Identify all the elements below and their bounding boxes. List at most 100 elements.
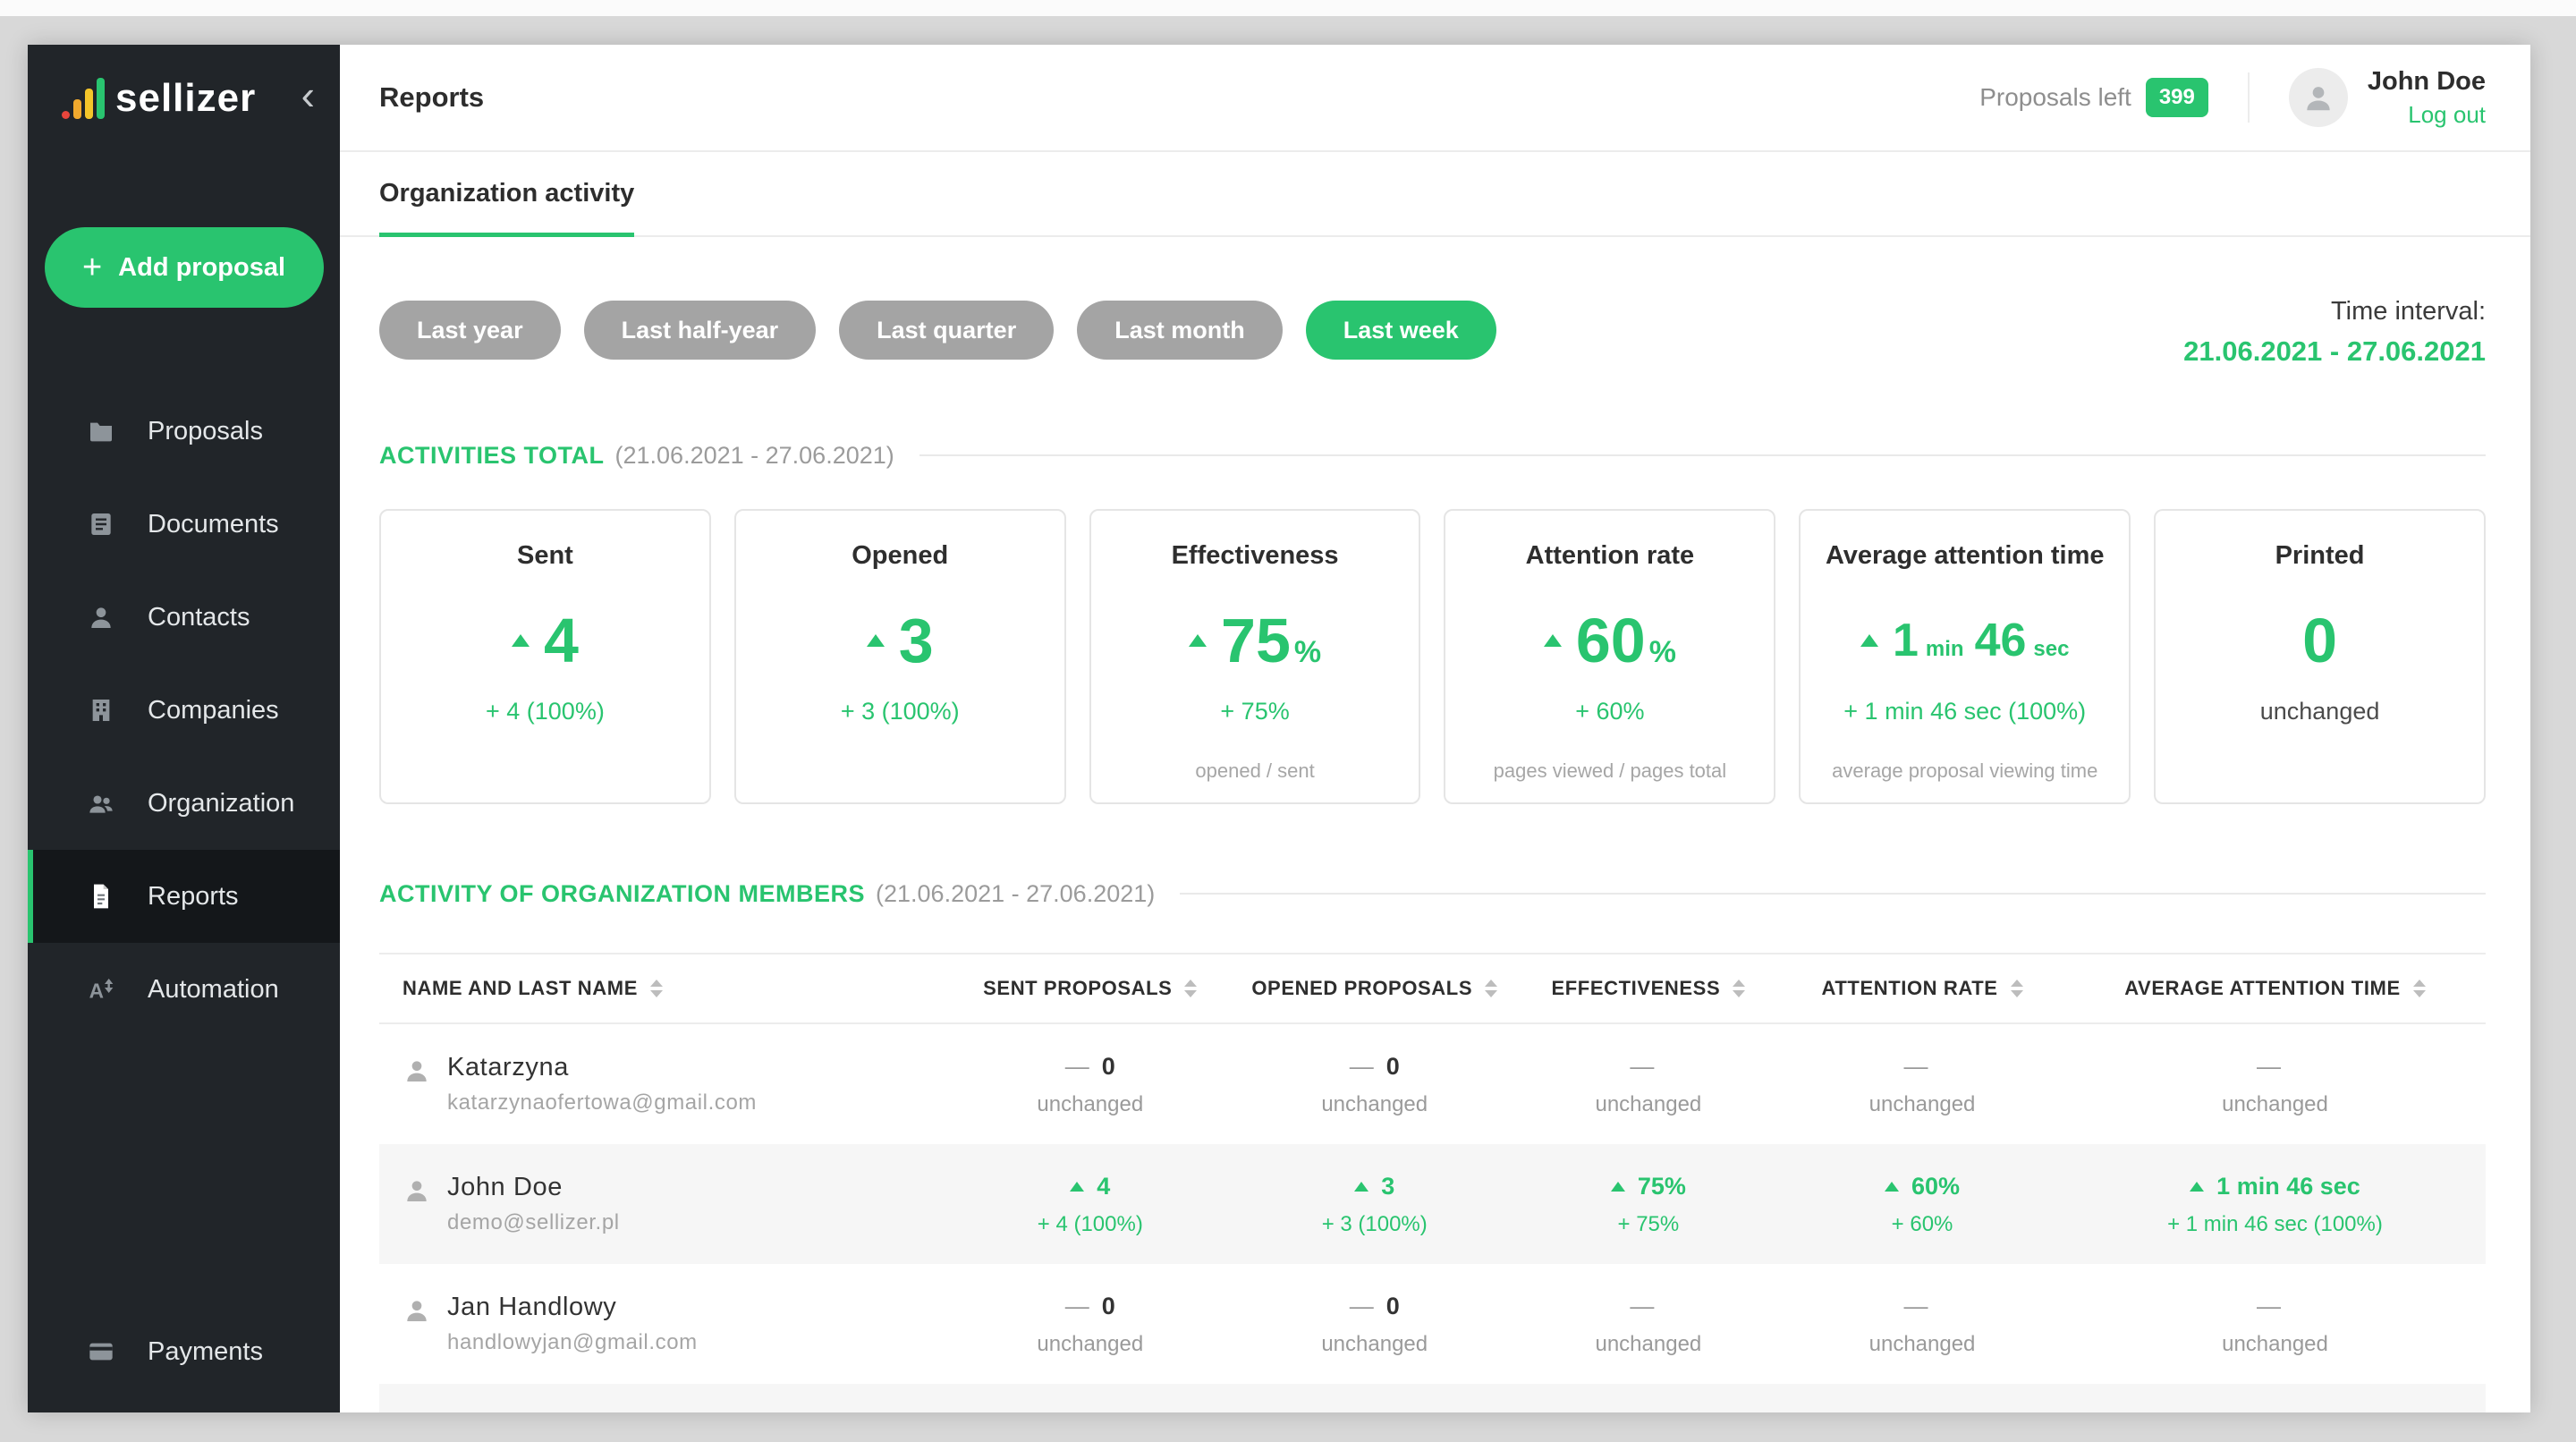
- card-number: 4: [543, 606, 579, 675]
- topbar-right: Proposals left 399 John Doe Log out: [1979, 67, 2486, 129]
- column-label: AVERAGE ATTENTION TIME: [2124, 977, 2401, 999]
- table-row: Katarzyna katarzynaofertowa@gmail.com 0 …: [379, 1024, 2486, 1144]
- table-row: John Doe demo@sellizer.pl 4 + 4 (100%) 3…: [379, 1144, 2486, 1264]
- sent-cell: 4 + 4 (100%): [1037, 1173, 1143, 1236]
- member-email: handlowyjan@gmail.com: [447, 1330, 698, 1354]
- card-title: Attention rate: [1525, 541, 1695, 570]
- sent-cell: 0 unchanged: [948, 1052, 1233, 1117]
- no-change-icon: [2257, 1294, 2281, 1319]
- card-unit: %: [1648, 635, 1676, 669]
- filter-row: Last year Last half-year Last quarter La…: [379, 297, 2486, 368]
- card-title: Opened: [852, 541, 949, 570]
- card-value: 3: [736, 598, 1064, 683]
- stat-card-effectiveness: Effectiveness 75 % + 75% opened / sent: [1089, 509, 1421, 804]
- stat-card-average-attention-time: Average attention time 1 min 46 sec + 1 …: [1799, 509, 2131, 804]
- card-unit: sec: [2033, 637, 2070, 661]
- sidebar-item-contacts[interactable]: Contacts: [28, 571, 340, 664]
- attention-rate-cell: unchanged: [1780, 1292, 2064, 1357]
- tabs-bar: Organization activity: [340, 152, 2530, 237]
- card-value: 4: [381, 598, 709, 683]
- sellizer-logo[interactable]: sellizer: [62, 76, 256, 121]
- effectiveness-cell: unchanged: [1517, 1052, 1780, 1117]
- sidebar-item-organization[interactable]: Organization: [28, 757, 340, 850]
- filter-pill-last-quarter[interactable]: Last quarter: [839, 301, 1055, 360]
- column-header-sent[interactable]: SENT PROPOSALS: [948, 977, 1233, 1000]
- card-caption: opened / sent: [1195, 759, 1315, 782]
- add-proposal-button[interactable]: + Add proposal: [44, 227, 324, 308]
- sidebar-item-reports[interactable]: Reports: [28, 850, 340, 943]
- member-name-cell: John Doe demo@sellizer.pl: [379, 1173, 948, 1235]
- sort-icon: [649, 980, 663, 997]
- time-interval-label: Time interval:: [2331, 297, 2486, 326]
- person-icon: [407, 1061, 427, 1082]
- stat-card-attention-rate: Attention rate 60 % + 60% pages viewed /…: [1444, 509, 1776, 804]
- sidebar-item-label: Organization: [148, 788, 295, 818]
- sidebar-item-documents[interactable]: Documents: [28, 478, 340, 571]
- column-header-effectiveness[interactable]: EFFECTIVENESS: [1517, 977, 1780, 1000]
- trend-up-icon: [1860, 634, 1878, 647]
- average-attention-time-cell: 1 min 46 sec + 1 min 46 sec (100%): [2167, 1173, 2383, 1236]
- logo-text: sellizer: [115, 76, 257, 120]
- tab-organization-activity[interactable]: Organization activity: [379, 152, 635, 237]
- stat-card-opened: Opened 3 + 3 (100%): [733, 509, 1066, 804]
- card-change: + 1 min 46 sec (100%): [1843, 698, 2087, 725]
- card-caption: pages viewed / pages total: [1493, 759, 1727, 782]
- column-header-average-attention-time[interactable]: AVERAGE ATTENTION TIME: [2064, 977, 2486, 1000]
- stat-card-printed: Printed 0 unchanged: [2154, 509, 2486, 804]
- filter-pill-last-week[interactable]: Last week: [1305, 301, 1496, 360]
- card-number: 1: [1892, 615, 1919, 666]
- logout-link[interactable]: Log out: [2408, 100, 2486, 128]
- automation-icon: A: [87, 975, 115, 1004]
- activities-total-heading: ACTIVITIES TOTAL (21.06.2021 - 27.06.202…: [379, 437, 2486, 473]
- member-name: John Doe: [447, 1173, 563, 1201]
- time-interval-value: 21.06.2021 - 27.06.2021: [2183, 335, 2486, 367]
- person-icon: [407, 1181, 427, 1201]
- average-attention-time-cell: unchanged: [2064, 1292, 2486, 1357]
- card-number: 60: [1575, 606, 1646, 675]
- sort-icon: [2412, 980, 2426, 997]
- sidebar-item-companies[interactable]: Companies: [28, 664, 340, 757]
- section-divider: [919, 454, 2486, 456]
- time-interval-block: Time interval: 21.06.2021 - 27.06.2021: [2183, 297, 2486, 368]
- average-attention-time-cell: unchanged: [2064, 1052, 2486, 1117]
- opened-cell: 3 + 3 (100%): [1321, 1173, 1428, 1236]
- trend-up-icon: [1354, 1182, 1369, 1192]
- stat-cards: Sent 4 + 4 (100%) Opened 3 + 3 (100%): [379, 509, 2486, 804]
- proposals-left-label: Proposals left: [1979, 83, 2131, 111]
- card-title: Effectiveness: [1171, 541, 1339, 570]
- card-change: + 3 (100%): [840, 698, 960, 725]
- sidebar-item-proposals[interactable]: Proposals: [28, 385, 340, 478]
- user-avatar[interactable]: [2288, 68, 2348, 127]
- topbar-divider: [2247, 72, 2250, 123]
- attention-rate-cell: unchanged: [1780, 1052, 2064, 1117]
- column-header-attention-rate[interactable]: ATTENTION RATE: [1780, 977, 2064, 1000]
- no-change-icon: [1065, 1294, 1089, 1319]
- plus-icon: +: [81, 249, 103, 286]
- sidebar-item-label: Reports: [148, 881, 239, 911]
- column-header-opened[interactable]: OPENED PROPOSALS: [1233, 977, 1517, 1000]
- sidebar-item-label: Automation: [148, 974, 279, 1004]
- sidebar-item-automation[interactable]: A Automation: [28, 943, 340, 1036]
- filter-pill-last-half-year[interactable]: Last half-year: [583, 301, 817, 360]
- add-proposal-label: Add proposal: [118, 252, 286, 282]
- sidebar-item-payments[interactable]: Payments: [28, 1305, 340, 1398]
- card-value: 1 min 46 sec: [1801, 598, 2129, 683]
- sidebar: sellizer ‹ + Add proposal Proposals Docu…: [28, 45, 340, 1412]
- column-header-name[interactable]: NAME AND LAST NAME: [379, 977, 948, 1000]
- card-caption: average proposal viewing time: [1832, 759, 2098, 782]
- sort-icon: [1485, 980, 1498, 997]
- filter-pill-last-year[interactable]: Last year: [379, 301, 561, 360]
- sort-icon: [1184, 980, 1198, 997]
- person-icon: [407, 1301, 427, 1321]
- effectiveness-cell: unchanged: [1517, 1292, 1780, 1357]
- section-title: ACTIVITY OF ORGANIZATION MEMBERS: [379, 879, 866, 907]
- sidebar-item-label: Contacts: [148, 602, 250, 632]
- screen-top-strip: [0, 0, 2576, 16]
- sidebar-item-label: Companies: [148, 695, 279, 725]
- card-change: + 4 (100%): [486, 698, 605, 725]
- no-change-icon: [2257, 1055, 2281, 1079]
- filter-pill-last-month[interactable]: Last month: [1077, 301, 1283, 360]
- time-filter-pills: Last year Last half-year Last quarter La…: [379, 301, 1496, 360]
- sidebar-item-label: Documents: [148, 509, 279, 539]
- sidebar-collapse-icon[interactable]: ‹: [301, 72, 315, 118]
